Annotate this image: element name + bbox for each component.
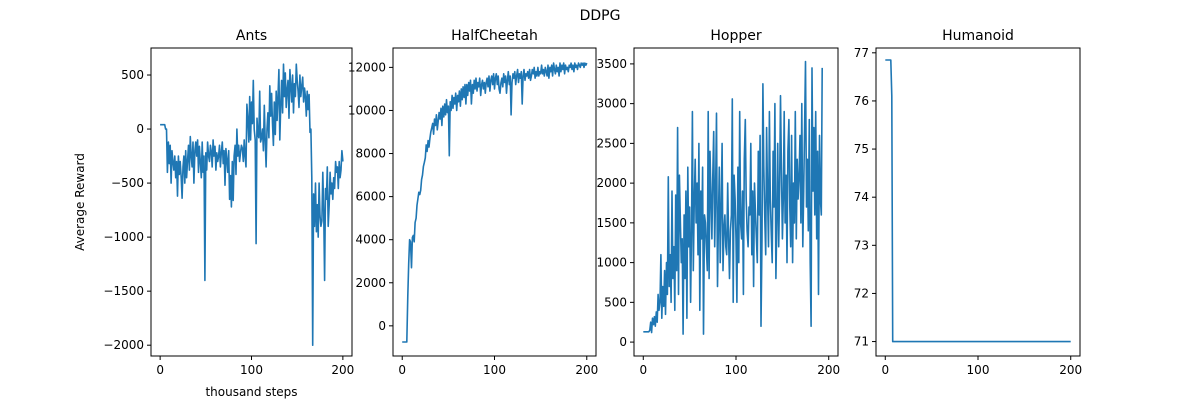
y-tick-label: 0 bbox=[378, 319, 386, 333]
x-tick-label: 0 bbox=[881, 363, 889, 377]
y-tick-label: 74 bbox=[854, 190, 869, 204]
y-tick-label: 77 bbox=[854, 46, 869, 60]
y-tick-label: 12000 bbox=[348, 60, 386, 74]
y-tick-label: 3000 bbox=[596, 97, 627, 111]
y-tick-label: −1500 bbox=[103, 284, 144, 298]
subplot-4: 0 100 200 71 72 73 74 75 76 77 Humanoid bbox=[854, 28, 1082, 377]
subplot-3: 0 100 2000500100015002000250030003500Hoppe… bbox=[596, 28, 840, 377]
series-line-1 bbox=[643, 62, 822, 335]
y-tick-label: 1500 bbox=[596, 216, 627, 230]
series-line-1 bbox=[160, 64, 343, 345]
plot-area-frame bbox=[393, 48, 596, 356]
subplot-title: Humanoid bbox=[942, 28, 1014, 44]
subplot-2: 0 100 200020004000600080001000012000HalfCh… bbox=[348, 28, 598, 377]
y-tick-label: −500 bbox=[111, 176, 144, 190]
y-tick-label: 4000 bbox=[355, 233, 386, 247]
y-tick-label: 10000 bbox=[348, 103, 386, 117]
subplot-1: 0 100 200 −2000 −1500 −1000 −500 0 500 Ants thousa… bbox=[73, 28, 354, 399]
y-tick-label: 500 bbox=[604, 295, 627, 309]
y-tick-label: 72 bbox=[854, 286, 869, 300]
y-tick-label: 1000 bbox=[596, 256, 627, 270]
subplot-title: HalfCheetah bbox=[451, 28, 538, 44]
x-tick-label: 200 bbox=[575, 363, 598, 377]
x-tick-label: 100 bbox=[967, 363, 990, 377]
y-tick-label: 3500 bbox=[596, 57, 627, 71]
x-axis-label: thousand steps bbox=[205, 385, 297, 399]
subplot-title: Hopper bbox=[710, 28, 761, 44]
x-tick-label: 100 bbox=[240, 363, 263, 377]
x-tick-label: 0 bbox=[398, 363, 406, 377]
series-line-1 bbox=[402, 63, 587, 342]
y-tick-label: 0 bbox=[619, 335, 627, 349]
y-tick-label: 0 bbox=[136, 122, 144, 136]
x-tick-label: 200 bbox=[331, 363, 354, 377]
y-tick-label: −1000 bbox=[103, 230, 144, 244]
x-tick-label: 100 bbox=[483, 363, 506, 377]
subplot-title: Ants bbox=[236, 28, 267, 44]
plot-area-frame bbox=[876, 48, 1080, 356]
x-tick-label: 0 bbox=[639, 363, 647, 377]
y-tick-label: 2500 bbox=[596, 136, 627, 150]
y-tick-label: 6000 bbox=[355, 190, 386, 204]
x-tick-label: 0 bbox=[156, 363, 164, 377]
y-tick-label: 2000 bbox=[355, 276, 386, 290]
y-axis-label: Average Reward bbox=[73, 153, 87, 251]
y-tick-label: 71 bbox=[854, 335, 869, 349]
y-tick-label: 73 bbox=[854, 238, 869, 252]
y-tick-label: 500 bbox=[121, 68, 144, 82]
series-line-1 bbox=[885, 60, 1070, 342]
y-tick-label: 75 bbox=[854, 142, 869, 156]
x-tick-label: 100 bbox=[725, 363, 748, 377]
y-tick-label: 2000 bbox=[596, 176, 627, 190]
x-tick-label: 200 bbox=[817, 363, 840, 377]
y-tick-label: 76 bbox=[854, 94, 869, 108]
figure-suptitle: DDPG bbox=[580, 8, 621, 24]
x-tick-label: 200 bbox=[1059, 363, 1082, 377]
y-tick-label: −2000 bbox=[103, 338, 144, 352]
y-tick-label: 8000 bbox=[355, 147, 386, 161]
